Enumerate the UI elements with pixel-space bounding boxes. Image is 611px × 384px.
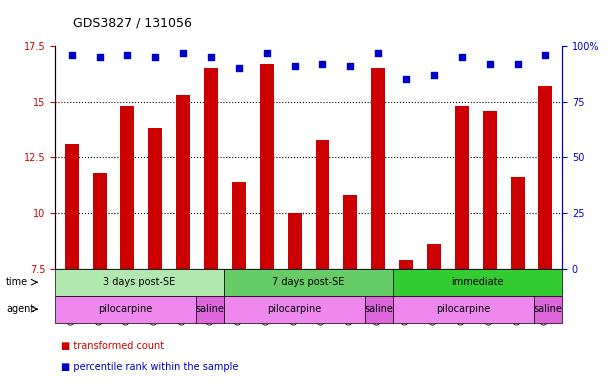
Bar xyxy=(120,106,134,269)
Bar xyxy=(455,106,469,269)
Bar xyxy=(260,64,274,269)
Point xyxy=(206,54,216,60)
Point xyxy=(290,63,299,69)
Point xyxy=(429,72,439,78)
Point xyxy=(150,54,160,60)
Point xyxy=(234,65,244,71)
Point xyxy=(541,52,551,58)
Text: time: time xyxy=(6,277,28,287)
Text: agent: agent xyxy=(6,304,34,314)
Point xyxy=(485,61,494,67)
Text: saline: saline xyxy=(365,304,393,314)
Point xyxy=(67,52,76,58)
Bar xyxy=(176,95,190,269)
Text: pilocarpine: pilocarpine xyxy=(98,304,153,314)
Point xyxy=(318,61,327,67)
Text: pilocarpine: pilocarpine xyxy=(268,304,321,314)
Bar xyxy=(288,213,302,269)
Bar xyxy=(483,111,497,269)
Bar xyxy=(511,177,524,269)
Text: 7 days post-SE: 7 days post-SE xyxy=(273,277,345,287)
Point xyxy=(457,54,467,60)
Text: saline: saline xyxy=(533,304,563,314)
Point xyxy=(373,50,383,56)
Text: pilocarpine: pilocarpine xyxy=(436,304,491,314)
Bar xyxy=(315,140,329,269)
Bar xyxy=(232,182,246,269)
Bar xyxy=(93,173,106,269)
Text: 3 days post-SE: 3 days post-SE xyxy=(103,277,175,287)
Bar xyxy=(538,86,552,269)
Bar xyxy=(343,195,357,269)
Point xyxy=(178,50,188,56)
Text: saline: saline xyxy=(196,304,224,314)
Point xyxy=(262,50,272,56)
Bar xyxy=(65,144,79,269)
Text: immediate: immediate xyxy=(452,277,504,287)
Text: GDS3827 / 131056: GDS3827 / 131056 xyxy=(73,17,192,30)
Point xyxy=(401,76,411,83)
Bar xyxy=(371,68,385,269)
Bar xyxy=(427,244,441,269)
Point xyxy=(513,61,522,67)
Point xyxy=(95,54,104,60)
Bar xyxy=(148,129,163,269)
Bar xyxy=(204,68,218,269)
Point xyxy=(345,63,355,69)
Text: ■ percentile rank within the sample: ■ percentile rank within the sample xyxy=(61,362,238,372)
Bar xyxy=(399,260,413,269)
Point xyxy=(123,52,133,58)
Text: ■ transformed count: ■ transformed count xyxy=(61,341,164,351)
